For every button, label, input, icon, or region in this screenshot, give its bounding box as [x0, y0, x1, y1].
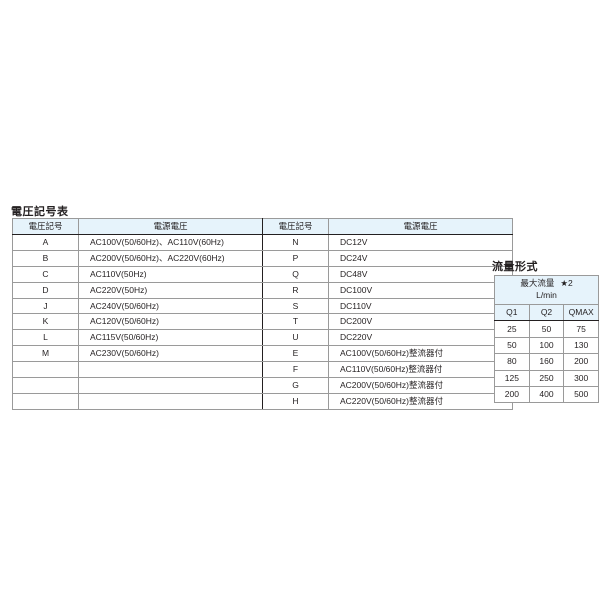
voltage-value-right: AC100V(50/60Hz)整流器付 [328, 345, 513, 363]
flow-group-header-row: 最大流量 ★2 L/min [494, 275, 599, 305]
voltage-symbol-left [12, 361, 79, 379]
voltage-symbol-right: Q [262, 265, 329, 283]
voltage-value-left [78, 361, 263, 379]
flow-rate-table: 最大流量 ★2 L/min Q1 Q2 QMAX 25 50 75 50 100 … [494, 275, 599, 404]
voltage-symbol-right: P [262, 249, 329, 267]
voltage-symbol-right: E [262, 345, 329, 363]
voltage-header-voltage-right: 電源電圧 [328, 218, 513, 235]
table-row: 25 50 75 [494, 320, 599, 338]
flow-q2: 160 [528, 353, 565, 371]
table-row: D AC220V(50Hz) R DC100V [12, 281, 513, 299]
voltage-value-left: AC100V(50/60Hz)、AC110V(60Hz) [78, 234, 263, 251]
voltage-symbol-left: L [12, 329, 79, 347]
table-row: J AC240V(50/60Hz) S DC110V [12, 297, 513, 315]
voltage-symbol-right: F [262, 361, 329, 379]
voltage-value-left: AC200V(50/60Hz)、AC220V(60Hz) [78, 249, 263, 267]
table-row: H AC220V(50/60Hz)整流器付 [12, 392, 513, 410]
flow-table-title: 流量形式 [492, 261, 538, 273]
voltage-symbol-right: T [262, 313, 329, 331]
voltage-symbol-right: N [262, 234, 329, 251]
table-row: B AC200V(50/60Hz)、AC220V(60Hz) P DC24V [12, 249, 513, 267]
voltage-symbol-right: G [262, 377, 329, 394]
voltage-symbol-left: C [12, 265, 79, 283]
voltage-header-voltage-left: 電源電圧 [78, 218, 263, 235]
flow-header-q1: Q1 [494, 303, 530, 322]
voltage-symbol-left: K [12, 313, 79, 331]
table-row: L AC115V(50/60Hz) U DC220V [12, 329, 513, 347]
flow-qmax: 200 [563, 353, 599, 371]
table-row: A AC100V(50/60Hz)、AC110V(60Hz) N DC12V [12, 234, 513, 251]
voltage-value-left: AC230V(50/60Hz) [78, 345, 263, 363]
voltage-symbol-right: R [262, 281, 329, 299]
voltage-symbol-left: A [12, 234, 79, 251]
voltage-value-right: DC24V [328, 249, 513, 267]
max-flow-label: 最大流量 [520, 278, 555, 289]
voltage-symbol-right: U [262, 329, 329, 347]
table-row: C AC110V(50Hz) Q DC48V [12, 265, 513, 283]
flow-q1: 80 [494, 353, 530, 371]
star-note-icon: ★2 [560, 278, 573, 289]
voltage-value-right: AC200V(50/60Hz)整流器付 [328, 377, 513, 394]
flow-group-header-line1: 最大流量 ★2 [496, 278, 598, 289]
flow-group-header: 最大流量 ★2 L/min [494, 275, 599, 305]
table-row: 200 400 500 [494, 385, 599, 404]
voltage-symbol-left: D [12, 281, 79, 299]
flow-column-header-row: Q1 Q2 QMAX [494, 303, 599, 322]
voltage-value-left: AC220V(50Hz) [78, 281, 263, 299]
voltage-value-right: AC110V(50/60Hz)整流器付 [328, 361, 513, 379]
flow-q2: 250 [528, 369, 565, 387]
voltage-table-title: 電圧記号表 [11, 206, 69, 218]
voltage-symbol-right: H [262, 392, 329, 410]
table-row: K AC120V(50/60Hz) T DC200V [12, 313, 513, 331]
voltage-value-left [78, 377, 263, 394]
voltage-symbol-right: S [262, 297, 329, 315]
flow-qmax: 300 [563, 369, 599, 387]
voltage-header-symbol-left: 電圧記号 [12, 218, 79, 235]
voltage-value-right: DC110V [328, 297, 513, 315]
flow-qmax: 500 [563, 385, 599, 404]
flow-q2: 400 [528, 385, 565, 404]
voltage-symbol-left: J [12, 297, 79, 315]
voltage-header-row: 電圧記号 電源電圧 電圧記号 電源電圧 [12, 218, 513, 235]
voltage-table-body: A AC100V(50/60Hz)、AC110V(60Hz) N DC12V B… [12, 234, 513, 410]
voltage-value-right: DC200V [328, 313, 513, 331]
flow-qmax: 75 [563, 320, 599, 338]
voltage-symbol-left: B [12, 249, 79, 267]
voltage-value-left [78, 392, 263, 410]
flow-table-body: 25 50 75 50 100 130 80 160 200 125 250 3… [494, 320, 599, 404]
flow-q1: 50 [494, 336, 530, 355]
voltage-value-right: DC48V [328, 265, 513, 283]
voltage-symbol-left [12, 392, 79, 410]
table-row: 125 250 300 [494, 369, 599, 387]
voltage-value-right: DC12V [328, 234, 513, 251]
voltage-value-right: DC100V [328, 281, 513, 299]
flow-q1: 200 [494, 385, 530, 404]
voltage-symbol-left [12, 377, 79, 394]
voltage-symbol-left: M [12, 345, 79, 363]
table-row: 50 100 130 [494, 336, 599, 355]
flow-unit-label: L/min [536, 289, 557, 300]
voltage-value-right: DC220V [328, 329, 513, 347]
flow-q1: 125 [494, 369, 530, 387]
voltage-value-right: AC220V(50/60Hz)整流器付 [328, 392, 513, 410]
voltage-value-left: AC110V(50Hz) [78, 265, 263, 283]
table-row: 80 160 200 [494, 353, 599, 371]
table-row: F AC110V(50/60Hz)整流器付 [12, 361, 513, 379]
table-row: M AC230V(50/60Hz) E AC100V(50/60Hz)整流器付 [12, 345, 513, 363]
flow-q2: 50 [528, 320, 565, 338]
voltage-header-symbol-right: 電圧記号 [262, 218, 329, 235]
voltage-value-left: AC240V(50/60Hz) [78, 297, 263, 315]
voltage-table-head: 電圧記号 電源電圧 電圧記号 電源電圧 [12, 218, 513, 235]
voltage-symbol-table: 電圧記号 電源電圧 電圧記号 電源電圧 A AC100V(50/60Hz)、AC… [12, 218, 513, 410]
table-row: G AC200V(50/60Hz)整流器付 [12, 377, 513, 394]
flow-header-q2: Q2 [528, 303, 565, 322]
flow-q2: 100 [528, 336, 565, 355]
flow-table-head: 最大流量 ★2 L/min Q1 Q2 QMAX [494, 275, 599, 322]
voltage-value-left: AC120V(50/60Hz) [78, 313, 263, 331]
flow-q1: 25 [494, 320, 530, 338]
flow-header-qmax: QMAX [563, 303, 599, 322]
flow-qmax: 130 [563, 336, 599, 355]
voltage-value-left: AC115V(50/60Hz) [78, 329, 263, 347]
